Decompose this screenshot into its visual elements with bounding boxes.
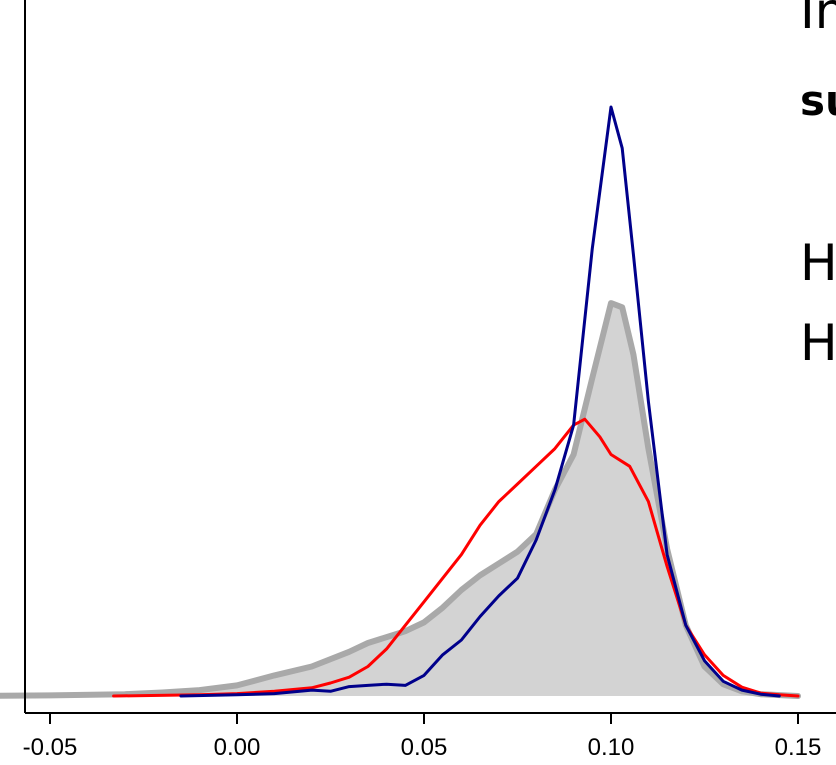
side-text-line2: su bbox=[800, 76, 836, 125]
x-tick-label: 0.05 bbox=[401, 734, 448, 761]
plot-area bbox=[0, 105, 801, 699]
side-text-line3: H bbox=[800, 234, 836, 292]
side-text-line1: In bbox=[800, 0, 836, 40]
blue-density-line bbox=[179, 105, 781, 698]
side-text-line4: H bbox=[800, 314, 836, 372]
x-tick-label: 0.10 bbox=[588, 734, 635, 761]
reference-density-fill bbox=[0, 303, 798, 696]
red-density-line bbox=[112, 417, 800, 698]
x-tick-label: 0.00 bbox=[214, 734, 261, 761]
x-axis-ticks: -0.05 0.00 0.05 0.10 0.15 bbox=[23, 713, 822, 761]
x-tick-label: 0.15 bbox=[775, 734, 822, 761]
x-tick-label: -0.05 bbox=[23, 734, 78, 761]
